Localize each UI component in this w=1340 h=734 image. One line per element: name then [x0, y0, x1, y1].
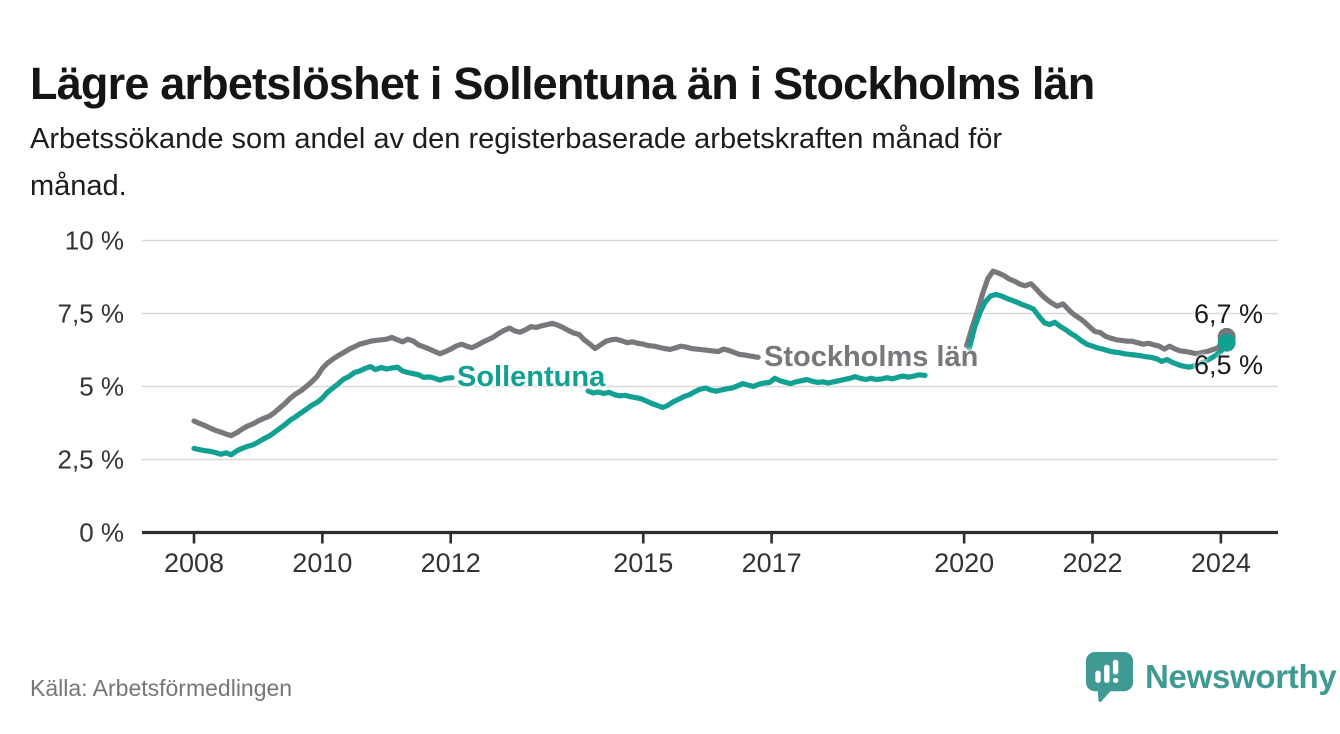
- end-value-stockholms-lan: 6,7 %: [1194, 299, 1264, 329]
- subtitle-line-2: månad.: [30, 170, 127, 202]
- series-line: [585, 372, 928, 411]
- subtitle-line-1: Arbetssökande som andel av den registerb…: [30, 123, 1003, 155]
- x-axis-tick-label: 2008: [164, 548, 224, 578]
- x-axis-tick-label: 2015: [613, 548, 673, 578]
- end-value-sollentuna: 6,5 %: [1194, 350, 1264, 380]
- x-axis-tick-label: 2012: [421, 548, 481, 578]
- x-axis-tick-label: 2022: [1062, 548, 1122, 578]
- y-axis-tick-label: 0 %: [79, 518, 124, 548]
- newsworthy-wordmark: Newsworthy: [1145, 658, 1337, 695]
- page-subtitle: Arbetssökande som andel av den registerb…: [30, 116, 1310, 210]
- series-line: [191, 320, 761, 439]
- y-axis-tick-label: 7,5 %: [58, 299, 125, 329]
- newsworthy-chart-bubble-icon: [1086, 652, 1133, 702]
- x-axis-tick-label: 2010: [292, 548, 352, 578]
- series-line: [191, 364, 455, 458]
- page-title: Lägre arbetslöshet i Sollentuna än i Sto…: [30, 58, 1095, 110]
- y-axis-tick-label: 10 %: [65, 226, 124, 256]
- series-label-sollentuna: Sollentuna: [457, 361, 606, 393]
- source-note: Källa: Arbetsförmedlingen: [30, 675, 293, 701]
- x-axis-tick-label: 2020: [934, 548, 994, 578]
- newsworthy-logo: Newsworthy: [1086, 652, 1337, 702]
- y-axis-tick-label: 2,5 %: [58, 445, 125, 475]
- x-axis-tick-label: 2024: [1191, 548, 1251, 578]
- series-label-stockholms-lan: Stockholms län: [764, 341, 979, 373]
- series-end-dot: [1217, 333, 1236, 352]
- series-line: [964, 268, 1230, 357]
- y-axis-tick-label: 5 %: [79, 372, 124, 402]
- x-axis-tick-label: 2017: [742, 548, 802, 578]
- series-line: [966, 291, 1230, 370]
